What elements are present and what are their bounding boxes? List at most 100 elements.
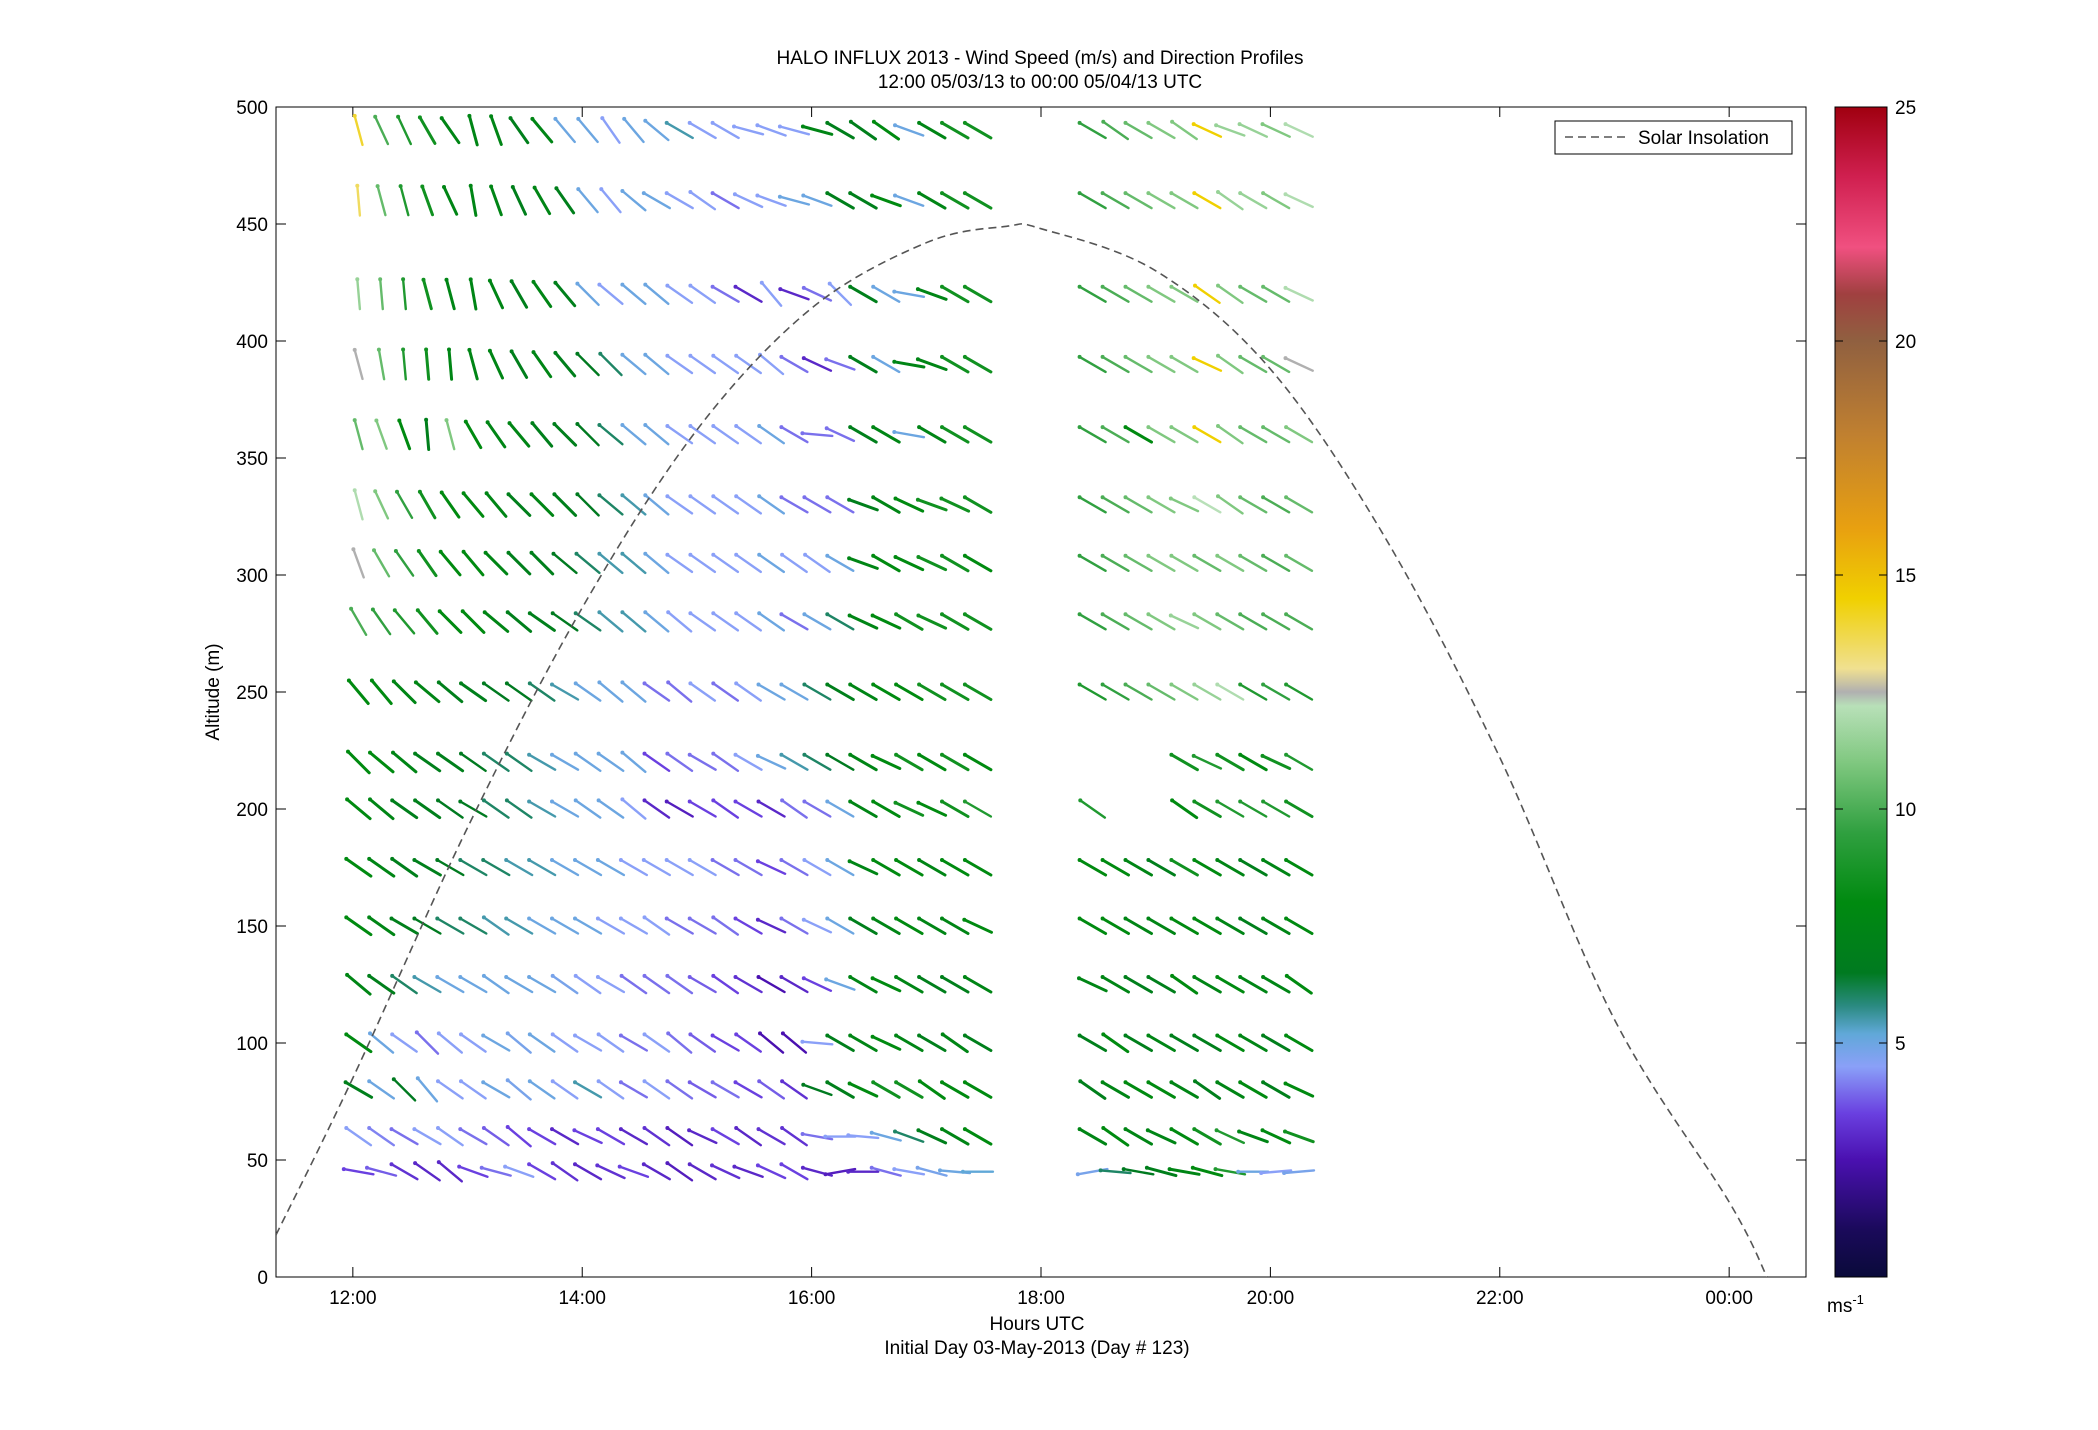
wind-vector-head xyxy=(962,1033,967,1038)
wind-vector-head xyxy=(484,491,489,496)
y-tick-label: 200 xyxy=(236,800,268,821)
wind-vector xyxy=(576,422,600,447)
wind-vector-head xyxy=(915,287,920,292)
wind-vector-head xyxy=(825,120,830,125)
wind-vector-head xyxy=(802,799,807,804)
wind-vector-head xyxy=(527,1127,532,1132)
wind-vector-head xyxy=(1146,916,1151,921)
wind-vector xyxy=(666,495,694,515)
wind-vector-head xyxy=(424,417,429,422)
wind-vector-head xyxy=(412,1127,417,1132)
wind-vector-head xyxy=(940,752,944,757)
wind-vector-head xyxy=(1261,799,1266,804)
wind-vector xyxy=(871,800,901,818)
wind-vector-head xyxy=(1215,1033,1220,1038)
wind-vector xyxy=(733,1165,764,1179)
wind-vector-head xyxy=(1238,799,1243,804)
wind-vector xyxy=(1078,425,1107,444)
wind-vector-head xyxy=(413,680,418,685)
wind-vector-head xyxy=(595,1127,600,1132)
wind-vector-head xyxy=(779,975,784,979)
wind-vector xyxy=(413,1127,442,1146)
wind-vector-head xyxy=(642,1126,647,1130)
wind-vector xyxy=(393,609,416,635)
wind-vector-head xyxy=(620,423,625,427)
wind-vector-head xyxy=(367,1126,372,1130)
wind-vector-head xyxy=(390,856,395,861)
wind-vector-head xyxy=(1260,1128,1265,1133)
wind-vector xyxy=(1170,798,1199,820)
wind-vector xyxy=(712,495,740,515)
wind-vector xyxy=(848,1082,879,1098)
wind-vector xyxy=(623,117,645,144)
wind-vector-head xyxy=(1192,916,1197,921)
wind-vector xyxy=(871,683,901,701)
wind-vector xyxy=(1101,613,1130,631)
wind-vector xyxy=(530,117,554,144)
wind-vector xyxy=(665,191,694,210)
y-axis-label: Altitude (m) xyxy=(203,643,224,740)
wind-vector xyxy=(621,552,647,575)
wind-vector xyxy=(711,1081,740,1099)
wind-vector xyxy=(596,917,626,935)
wind-vector xyxy=(418,115,437,145)
wind-vector xyxy=(644,119,670,142)
wind-vector xyxy=(528,1079,556,1100)
wind-vector-head xyxy=(595,975,600,979)
wind-vector xyxy=(528,682,556,702)
wind-vector xyxy=(1147,496,1176,514)
wind-vector-head xyxy=(733,284,738,289)
wind-vector xyxy=(826,917,855,935)
wind-vector-head xyxy=(553,350,558,355)
wind-vector xyxy=(666,752,694,772)
wind-vector xyxy=(711,121,740,140)
wind-vector-head xyxy=(527,681,532,686)
wind-vector xyxy=(894,801,925,817)
wind-vector xyxy=(644,283,670,305)
wind-vector xyxy=(1168,1167,1201,1176)
wind-vector xyxy=(1101,355,1130,374)
wind-vector-head xyxy=(869,1165,874,1170)
wind-vector xyxy=(758,353,785,376)
wind-vector-head xyxy=(710,1163,714,1168)
wind-vector xyxy=(872,355,901,374)
wind-vector-head xyxy=(620,750,625,755)
wind-vector xyxy=(462,491,485,518)
wind-vector-head xyxy=(732,1164,737,1169)
wind-vector xyxy=(780,975,809,994)
wind-vector-head xyxy=(1077,284,1082,289)
wind-vector-head xyxy=(1284,495,1289,500)
wind-vector xyxy=(1193,683,1222,701)
wind-vector-head xyxy=(893,123,897,128)
wind-vector-head xyxy=(527,799,532,804)
wind-vector xyxy=(621,353,647,376)
wind-vector-head xyxy=(871,425,876,430)
wind-vector xyxy=(1261,554,1291,572)
wind-vector-head xyxy=(1261,425,1266,430)
wind-vector xyxy=(390,1162,419,1181)
wind-vector-head xyxy=(1261,191,1266,196)
wind-vector-head xyxy=(1169,916,1174,921)
wind-vector xyxy=(1169,1080,1199,1099)
wind-vector xyxy=(1192,356,1223,372)
wind-vector-head xyxy=(917,752,922,757)
wind-vector-head xyxy=(401,347,406,352)
wind-vector-head xyxy=(757,494,762,499)
wind-vector-head xyxy=(620,551,625,556)
wind-vector-head xyxy=(848,752,853,757)
wind-vector-head xyxy=(1192,553,1197,558)
chart-title: HALO INFLUX 2013 - Wind Speed (m/s) and … xyxy=(777,48,1304,69)
wind-vector xyxy=(1238,122,1269,138)
wind-vector-head xyxy=(758,1031,762,1036)
wind-vector xyxy=(483,610,510,633)
wind-vector-head xyxy=(1216,190,1220,194)
wind-vector xyxy=(1193,1079,1222,1100)
wind-vector xyxy=(781,1032,808,1054)
wind-vector-head xyxy=(413,751,418,756)
wind-vector xyxy=(467,114,479,147)
wind-vector xyxy=(917,121,947,140)
wind-vector xyxy=(436,917,465,935)
wind-vector xyxy=(395,490,414,519)
wind-vector xyxy=(1238,753,1268,772)
wind-vector-head xyxy=(1283,285,1288,290)
